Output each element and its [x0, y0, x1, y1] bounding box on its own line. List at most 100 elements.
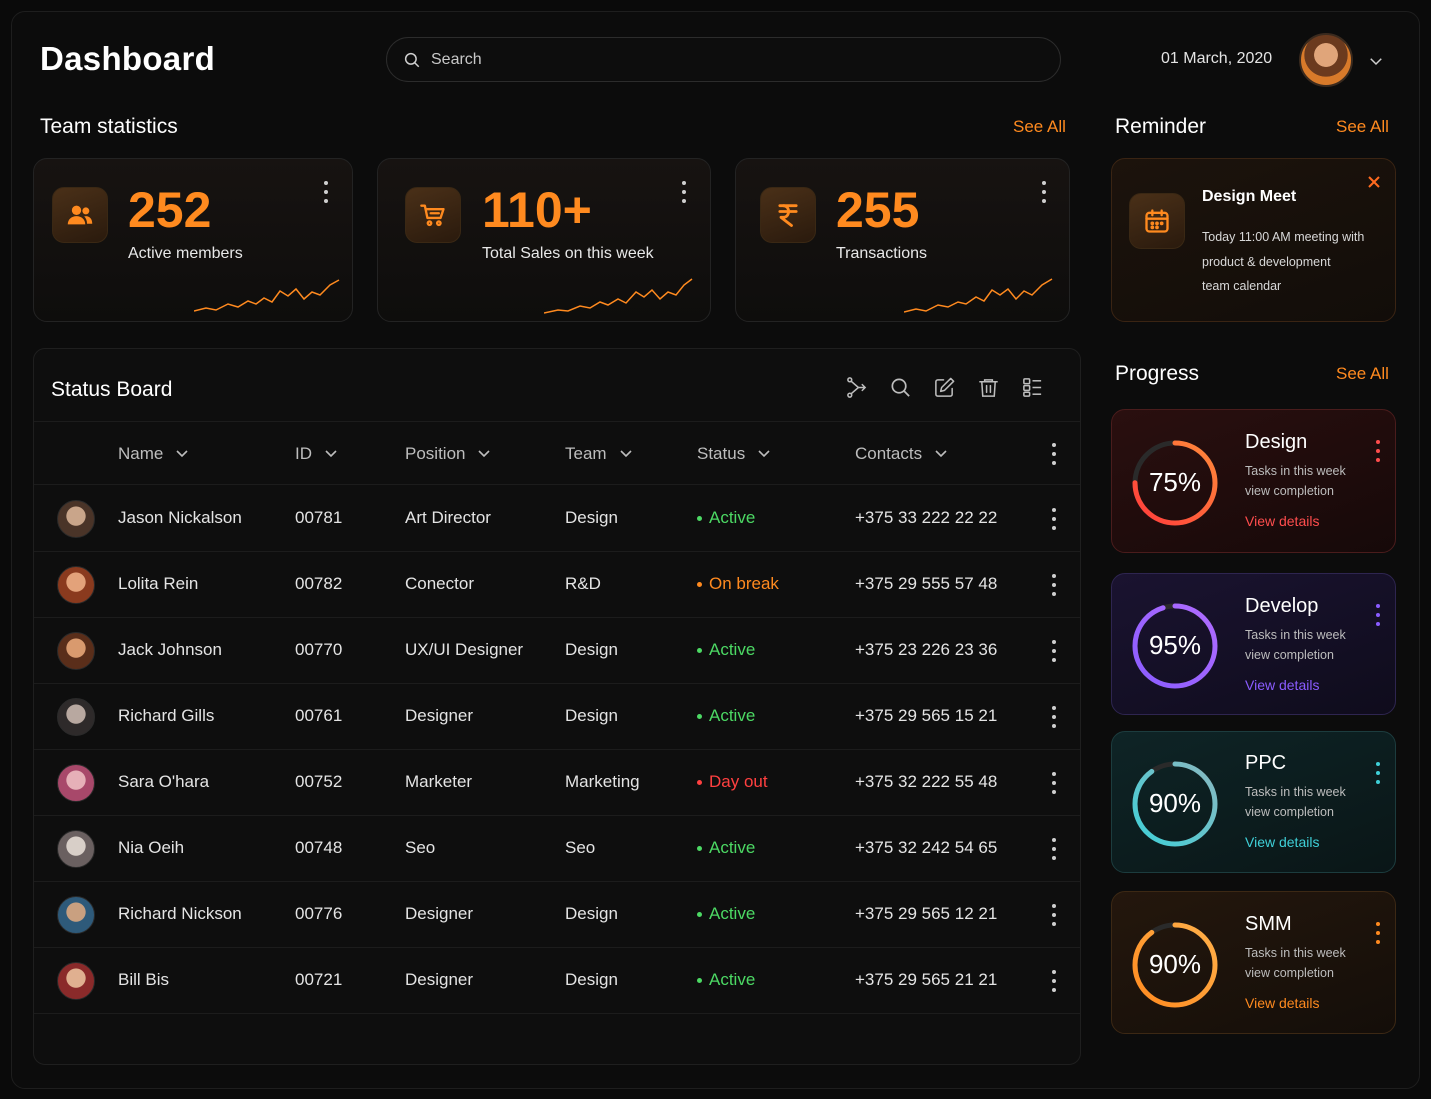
reminder-card[interactable]: Design Meet Today 11:00 AM meeting with …	[1111, 158, 1396, 322]
reminder-see-all-link[interactable]: See All	[1336, 117, 1389, 136]
progress-card-subtitle: Tasks in this week view completion	[1245, 462, 1365, 501]
close-icon[interactable]	[1367, 175, 1381, 189]
progress-card-title: Develop	[1245, 595, 1319, 617]
view-details-link[interactable]: View details	[1245, 995, 1320, 1011]
status-text: Active	[709, 508, 756, 527]
cell-team: Marketing	[565, 772, 640, 791]
column-header-label: Name	[118, 444, 164, 463]
progress-card-menu-icon[interactable]	[1375, 604, 1381, 626]
row-menu-icon[interactable]	[1051, 508, 1057, 530]
stat-card-menu-icon[interactable]	[1041, 181, 1047, 203]
status-dot-icon	[697, 515, 702, 521]
avatar	[57, 764, 95, 802]
cell-id: 00748	[295, 838, 343, 857]
row-menu-icon[interactable]	[1051, 574, 1057, 596]
search-icon[interactable]	[889, 376, 912, 399]
column-header-contacts[interactable]: Contacts	[855, 444, 948, 464]
view-details-link[interactable]: View details	[1245, 677, 1320, 693]
team-statistics-see-all-link[interactable]: See All	[1013, 117, 1066, 136]
share-icon[interactable]	[845, 376, 868, 399]
progress-sub-line: view completion	[1245, 483, 1334, 498]
status-text: Active	[709, 640, 756, 659]
progress-card-title: Design	[1245, 431, 1308, 453]
stat-card-transactions: 255 Transactions	[735, 158, 1070, 322]
avatar	[57, 500, 95, 538]
table-row[interactable]: Richard Gills 00761 Designer Design Active +3…	[34, 684, 1080, 750]
row-menu-icon[interactable]	[1051, 706, 1057, 728]
progress-percent: 90%	[1148, 949, 1202, 979]
cell-team: Seo	[565, 838, 596, 857]
cell-id: 00752	[295, 772, 343, 791]
view-details-link[interactable]: View details	[1245, 513, 1320, 529]
row-menu-icon[interactable]	[1051, 970, 1057, 992]
avatar	[57, 698, 95, 736]
column-header-label: ID	[295, 444, 312, 463]
table-row[interactable]: Jason Nickalson 00781 Art Director Design Ac…	[34, 486, 1080, 552]
progress-card-menu-icon[interactable]	[1375, 762, 1381, 784]
status-badge: Active	[697, 706, 755, 726]
stat-label: Transactions	[836, 245, 927, 262]
progress-sub-line: view completion	[1245, 647, 1334, 662]
cell-team: R&D	[565, 574, 601, 593]
cell-position: Art Director	[405, 508, 491, 527]
table-row[interactable]: Bill Bis 00721 Designer Design Active +375 29…	[34, 948, 1080, 1014]
progress-card-menu-icon[interactable]	[1375, 440, 1381, 462]
cell-position: Conector	[405, 574, 474, 593]
status-dot-icon	[697, 845, 702, 851]
column-header-name[interactable]: Name	[118, 444, 189, 464]
status-text: Active	[709, 706, 756, 725]
stat-label: Total Sales on this week	[482, 245, 654, 262]
sparkline	[194, 279, 340, 312]
row-menu-icon[interactable]	[1051, 838, 1057, 860]
column-header-id[interactable]: ID	[295, 444, 338, 464]
stat-label: Active members	[128, 245, 243, 262]
table-row[interactable]: Jack Johnson 00770 UX/UI Designer Design Act…	[34, 618, 1080, 684]
chevron-down-icon[interactable]	[1367, 52, 1385, 70]
cell-name: Bill Bis	[118, 970, 170, 989]
cell-position: Designer	[405, 970, 474, 989]
search-input[interactable]	[431, 50, 1031, 69]
status-board-title: Status Board	[51, 378, 173, 401]
row-menu-icon[interactable]	[1051, 640, 1057, 662]
row-menu-icon[interactable]	[1051, 772, 1057, 794]
progress-ring	[1132, 761, 1218, 847]
status-dot-icon	[697, 911, 702, 917]
list-view-icon[interactable]	[1021, 376, 1044, 399]
column-header-team[interactable]: Team	[565, 444, 633, 464]
search-bar[interactable]	[386, 37, 1061, 82]
table-row[interactable]: Sara O'hara 00752 Marketer Marketing Day out…	[34, 750, 1080, 816]
column-header-label: Contacts	[855, 444, 923, 463]
status-dot-icon	[697, 779, 702, 785]
status-badge: Active	[697, 508, 755, 528]
edit-icon[interactable]	[933, 376, 956, 399]
status-text: On break	[709, 574, 779, 593]
progress-card-menu-icon[interactable]	[1375, 922, 1381, 944]
table-row[interactable]: Lolita Rein 00782 Conector R&D On break +375 …	[34, 552, 1080, 618]
calendar-icon-wrap	[1129, 193, 1185, 249]
user-avatar[interactable]	[1299, 33, 1353, 87]
stat-value: 110+	[482, 182, 592, 238]
table-header-menu-icon[interactable]	[1051, 443, 1057, 465]
status-badge: On break	[697, 574, 779, 594]
status-dot-icon	[697, 581, 702, 587]
progress-card-subtitle: Tasks in this week view completion	[1245, 626, 1365, 665]
status-badge: Active	[697, 970, 755, 990]
cell-name: Richard Nickson	[118, 904, 242, 923]
chevron-down-icon	[176, 450, 188, 458]
stat-card-menu-icon[interactable]	[681, 181, 687, 203]
column-header-status[interactable]: Status	[697, 444, 771, 464]
table-row[interactable]: Richard Nickson 00776 Designer Design Active…	[34, 882, 1080, 948]
row-menu-icon[interactable]	[1051, 904, 1057, 926]
status-badge: Active	[697, 838, 755, 858]
view-details-link[interactable]: View details	[1245, 834, 1320, 850]
trash-icon[interactable]	[977, 376, 1000, 399]
progress-ring	[1132, 440, 1218, 526]
table-row[interactable]: Nia Oeih 00748 Seo Seo Active +375 32 242 54 …	[34, 816, 1080, 882]
cell-id: 00782	[295, 574, 343, 593]
cell-position: Designer	[405, 904, 474, 923]
progress-see-all-link[interactable]: See All	[1336, 364, 1389, 383]
progress-card-subtitle: Tasks in this week view completion	[1245, 783, 1365, 822]
stat-card-menu-icon[interactable]	[323, 181, 329, 203]
column-header-position[interactable]: Position	[405, 444, 491, 464]
progress-percent: 90%	[1148, 788, 1202, 818]
